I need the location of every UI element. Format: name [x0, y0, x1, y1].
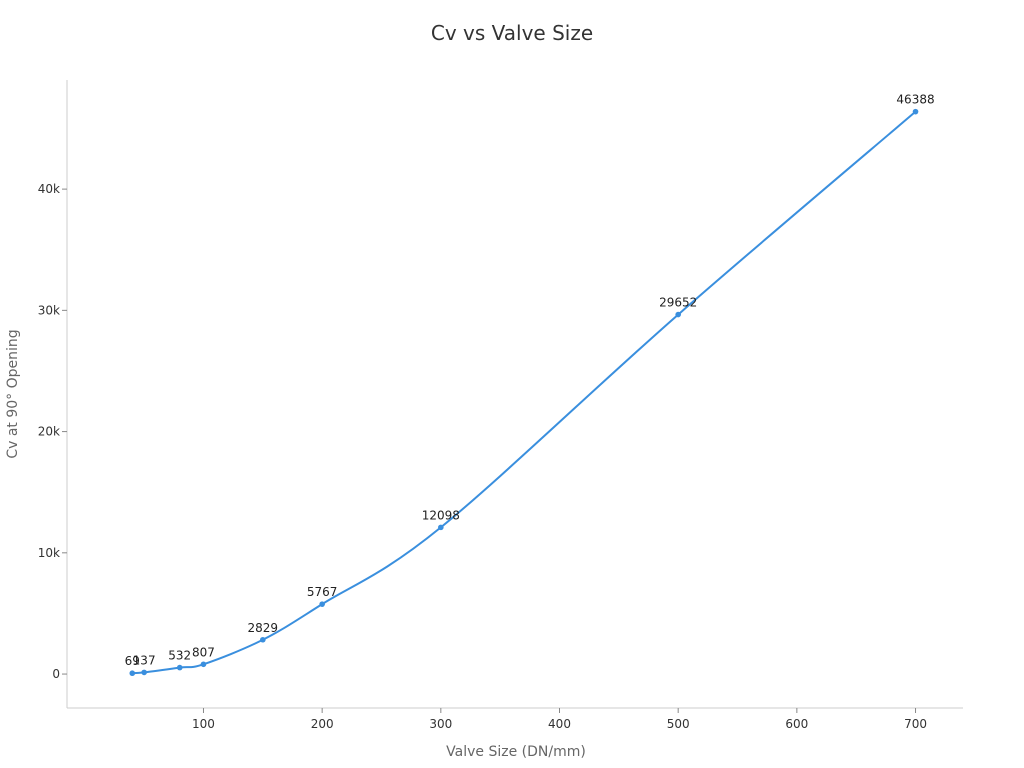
x-axis-ticks: 100 200 300 400 500 600 700 [192, 708, 927, 731]
series-line [132, 110, 917, 675]
y-tick-label: 40k [38, 182, 60, 196]
x-tick-label: 200 [311, 717, 334, 731]
data-label: 807 [192, 645, 215, 659]
x-tick-label: 100 [192, 717, 215, 731]
chart-title: Cv vs Valve Size [431, 21, 593, 45]
data-point [129, 670, 136, 677]
data-point [675, 311, 681, 318]
x-tick-label: 600 [785, 717, 808, 731]
data-point [176, 664, 183, 671]
y-tick-label: 20k [38, 425, 60, 439]
x-tick-label: 400 [548, 717, 571, 731]
x-tick-label: 500 [667, 717, 690, 731]
data-label: 137 [133, 653, 156, 667]
y-axis-ticks: 0 10k 20k 30k 40k [38, 182, 67, 681]
data-label: 29652 [659, 296, 697, 310]
y-tick-label: 30k [38, 303, 60, 317]
data-point [319, 601, 325, 607]
data-point [912, 108, 919, 115]
data-point [438, 524, 444, 531]
data-point [141, 669, 147, 676]
data-label: 532 [168, 649, 191, 663]
x-tick-label: 300 [429, 717, 452, 731]
data-label: 12098 [422, 508, 460, 522]
data-label: 69 [125, 654, 140, 668]
y-tick-label: 0 [52, 667, 60, 681]
data-points [129, 108, 919, 677]
y-axis-title: Cv at 90° Opening [5, 329, 21, 458]
x-tick-label: 700 [904, 717, 927, 731]
y-tick-label: 10k [38, 546, 60, 560]
data-label: 5767 [307, 585, 338, 599]
x-axis-title: Valve Size (DN/mm) [446, 744, 586, 760]
data-point [200, 661, 207, 668]
data-label: 2829 [248, 621, 279, 635]
data-label: 46388 [896, 93, 934, 107]
data-point [260, 636, 266, 643]
